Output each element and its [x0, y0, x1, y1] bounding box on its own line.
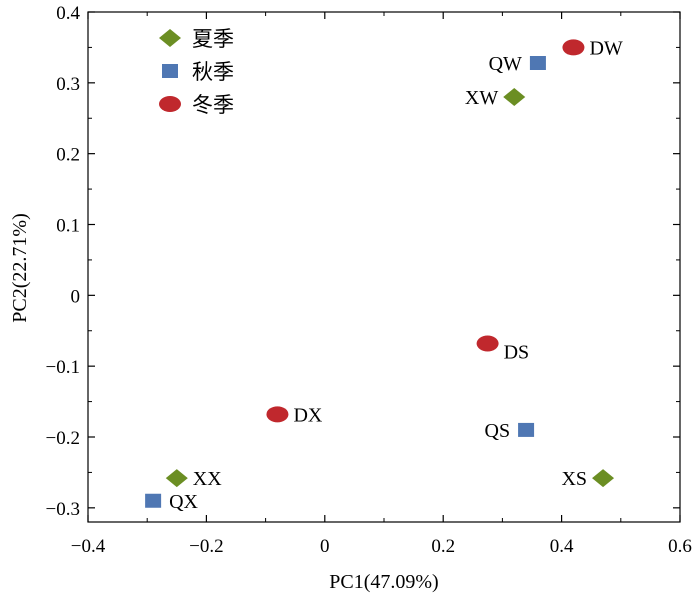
point-label-qw: QW: [489, 53, 522, 75]
x-tick-label: 0.2: [431, 536, 455, 557]
x-tick-label: 0: [320, 536, 330, 557]
y-tick-label: 0.2: [56, 145, 80, 166]
x-tick-labels: −0.4 −0.2 0 0.2 0.4 0.6: [71, 536, 692, 557]
legend-marker-3: [159, 96, 181, 112]
point-xx: [165, 469, 188, 488]
x-tick-label: −0.2: [189, 536, 223, 557]
point-qw: [529, 56, 546, 70]
x-tick-label: 0.4: [550, 536, 574, 557]
point-label-dw: DW: [589, 37, 622, 59]
legend-marker-2: [162, 64, 178, 78]
legend-label-2: 秋季: [192, 60, 234, 84]
point-xw: [503, 88, 526, 106]
y-tick-label: 0.3: [56, 74, 80, 95]
y-tick-label: −0.2: [46, 428, 80, 449]
y-tick-label: 0.4: [56, 3, 80, 24]
legend-marker-1: [159, 29, 181, 47]
point-label-qs: QS: [485, 420, 511, 442]
point-qs: [518, 422, 535, 437]
point-label-dx: DX: [293, 404, 322, 426]
plot-frame: [87, 11, 681, 523]
point-xs: [592, 469, 615, 488]
point-ds: [476, 335, 499, 352]
point-dx: [266, 406, 289, 423]
point-label-xw: XW: [465, 87, 498, 109]
legend-label-1: 夏季: [192, 27, 234, 51]
point-label-ds: DS: [504, 342, 530, 364]
y-tick-labels: −0.3 −0.2 −0.1 0 0.1 0.2 0.3 0.4: [46, 3, 81, 520]
y-axis-label: PC2(22.71%): [9, 213, 31, 322]
point-label-xs: XS: [561, 468, 587, 490]
point-qx: [145, 493, 162, 508]
y-tick-label: −0.3: [46, 499, 80, 520]
point-label-xx: XX: [193, 468, 222, 490]
y-tick-label: 0.1: [56, 216, 80, 237]
x-tick-label: −0.4: [71, 536, 106, 557]
x-axis-label: PC1(47.09%): [329, 571, 438, 593]
point-dw: [562, 39, 585, 56]
y-tick-label: −0.1: [46, 357, 80, 378]
y-tick-label: 0: [71, 286, 81, 307]
point-label-qx: QX: [169, 491, 198, 513]
x-tick-label: 0.6: [668, 536, 692, 557]
data-points: XW XX XS QW QX QS DW DX DS: [145, 37, 623, 513]
legend-label-3: 冬季: [192, 93, 234, 117]
axis-ticks: [87, 11, 681, 522]
